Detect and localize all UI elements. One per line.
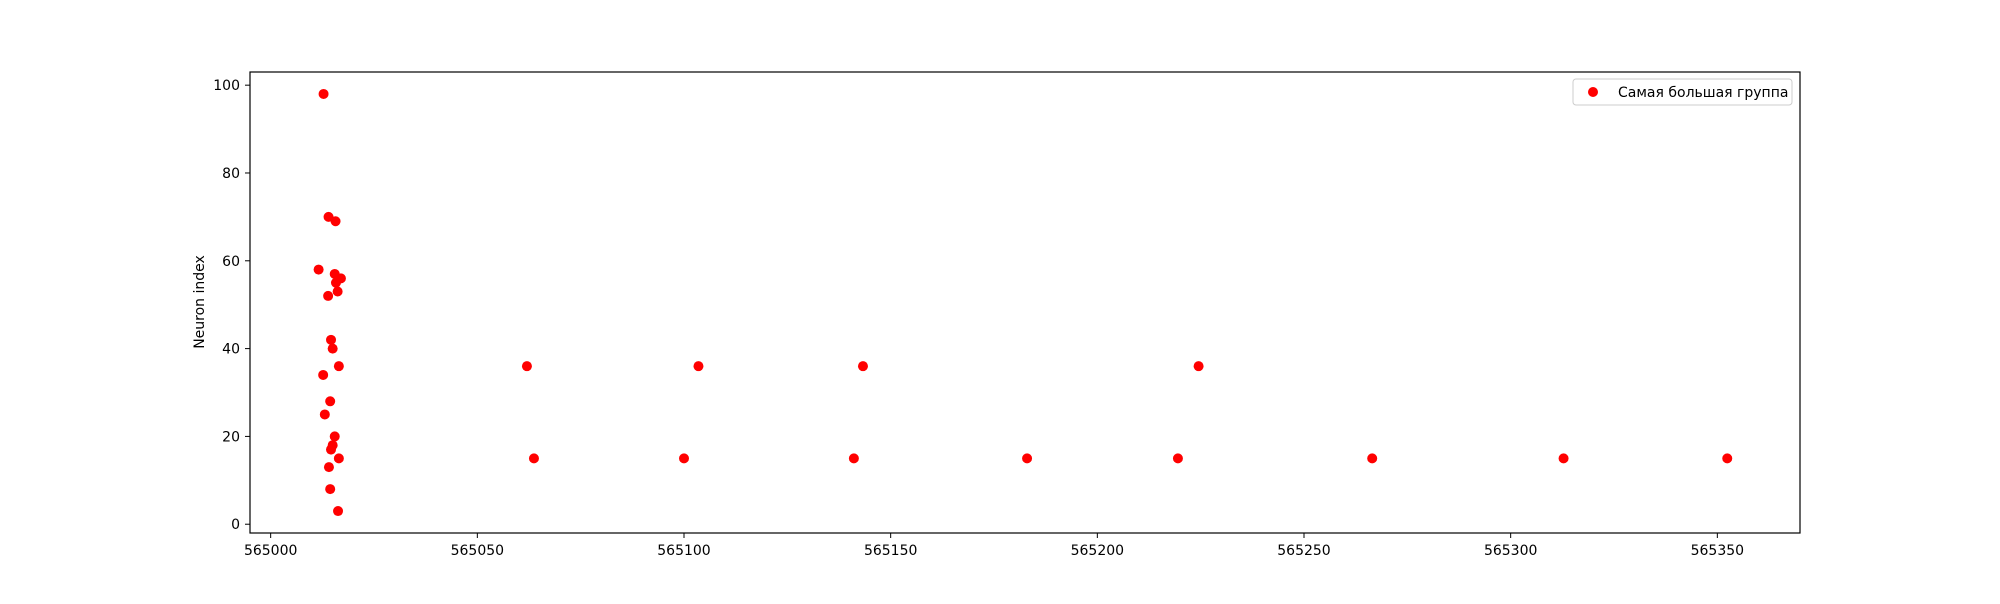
scatter-point bbox=[1172, 453, 1183, 464]
plot-frame bbox=[249, 71, 1801, 534]
x-tick-label: 565050 bbox=[451, 543, 504, 559]
scatter-point bbox=[333, 453, 344, 464]
scatter-point bbox=[1722, 453, 1733, 464]
legend-marker bbox=[1588, 87, 1598, 97]
scatter-point bbox=[318, 88, 329, 99]
y-tick-label: 80 bbox=[222, 166, 240, 182]
scatter-point bbox=[332, 286, 343, 297]
scatter-point bbox=[333, 506, 344, 517]
scatter-point bbox=[313, 264, 324, 275]
scatter-point bbox=[325, 484, 336, 495]
scatter-point bbox=[1193, 361, 1204, 372]
scatter-point bbox=[323, 462, 334, 473]
scatter-point bbox=[327, 343, 338, 354]
scatter-point bbox=[325, 396, 336, 407]
y-tick-label: 60 bbox=[222, 254, 240, 270]
x-tick-label: 565300 bbox=[1484, 543, 1537, 559]
x-tick-label: 565200 bbox=[1071, 543, 1124, 559]
y-tick-label: 20 bbox=[222, 429, 240, 445]
scatter-point bbox=[848, 453, 859, 464]
y-tick-label: 100 bbox=[213, 78, 240, 94]
scatter-point bbox=[330, 277, 341, 288]
x-tick-label: 565000 bbox=[244, 543, 297, 559]
x-tick-label: 565150 bbox=[864, 543, 917, 559]
points-layer bbox=[313, 88, 1733, 517]
scatter-point bbox=[521, 361, 532, 372]
scatter-point bbox=[326, 444, 337, 455]
scatter-point bbox=[323, 290, 334, 301]
legend: Самая большая группа bbox=[1572, 78, 1793, 106]
y-tick-label: 40 bbox=[222, 342, 240, 358]
scatter-point bbox=[1367, 453, 1378, 464]
scatter-point bbox=[329, 431, 340, 442]
scatter-point bbox=[333, 361, 344, 372]
scatter-point bbox=[1022, 453, 1033, 464]
x-tick-label: 565250 bbox=[1277, 543, 1330, 559]
scatter-point bbox=[693, 361, 704, 372]
x-tick-label: 565350 bbox=[1691, 543, 1744, 559]
legend-box bbox=[1572, 78, 1793, 106]
scatter-point bbox=[326, 334, 337, 345]
scatter-point bbox=[1558, 453, 1569, 464]
scatter-point bbox=[318, 369, 329, 380]
legend-label: Самая большая группа bbox=[1618, 85, 1788, 101]
scatter-point bbox=[319, 409, 330, 420]
y-tick-label: 0 bbox=[231, 517, 240, 533]
x-axis: 565000 565050 565100 565150 565200 565250 5653… bbox=[244, 533, 1744, 559]
x-tick-label: 565100 bbox=[657, 543, 710, 559]
scatter-point bbox=[857, 361, 868, 372]
y-axis-label: Neuron index bbox=[192, 255, 208, 349]
scatter-point bbox=[330, 216, 341, 227]
scatter-point bbox=[679, 453, 689, 464]
scatter-point bbox=[528, 453, 539, 464]
y-axis: 0 20 40 60 80 100 bbox=[213, 78, 250, 533]
